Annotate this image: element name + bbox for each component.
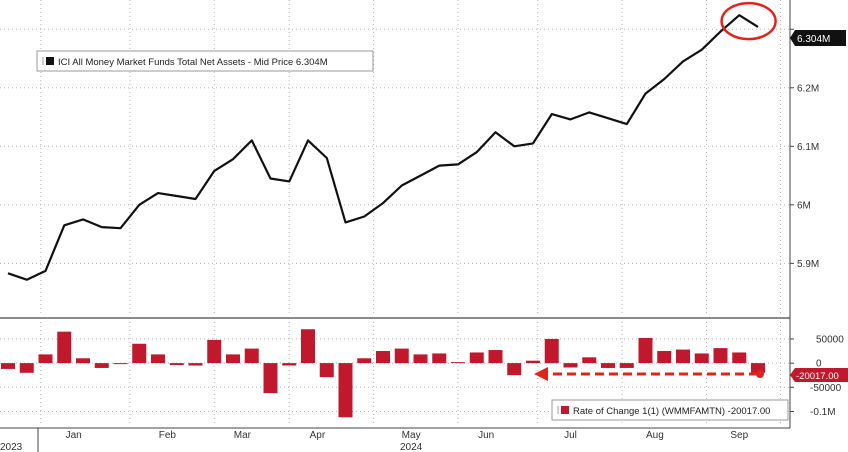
rate-bar: [507, 363, 522, 376]
rate-bar: [713, 348, 728, 364]
net-assets-line: [7, 14, 759, 281]
rate-bar: [19, 363, 34, 373]
last-value-badge-top-bg: [790, 30, 846, 46]
rate-bar: [338, 363, 353, 418]
rate-bar: [207, 339, 222, 364]
x-month-label: Aug: [646, 430, 664, 441]
rate-bar: [751, 363, 765, 373]
last-value-badge-top: 6.304M: [790, 30, 846, 46]
rate-bar: [1, 363, 15, 369]
rate-bar: [544, 338, 559, 364]
y-tick-label: 5.9M: [797, 259, 819, 270]
rate-bar: [601, 363, 615, 368]
rate-bar: [676, 349, 690, 364]
rate-bar: [657, 351, 672, 364]
y-tick-label: 6.1M: [797, 142, 819, 153]
bottom-legend-box: [551, 399, 789, 421]
bottom-legend: Rate of Change 1(1) (WMMFAMTN) -20017.00: [551, 399, 789, 421]
x-month-label: May: [402, 430, 421, 441]
rate-bar: [432, 353, 447, 364]
bottom-y-axis: 50000 0 -50000 -0.1M: [790, 334, 844, 418]
rate-bar: [694, 353, 709, 364]
rate-bar: [94, 363, 109, 368]
x-year-label: 2024: [400, 442, 423, 452]
x-axis: Jan Feb Mar Apr May Jun Jul Aug Sep 2023 2024: [0, 428, 749, 452]
rate-bar: [244, 348, 259, 364]
legend-swatch-line: [46, 57, 54, 65]
rate-bar: [732, 352, 747, 364]
rate-bar: [57, 331, 72, 364]
rate-bar: [357, 358, 372, 364]
rate-bar: [376, 351, 390, 364]
arrow-tail-dot: [756, 370, 764, 378]
x-month-label: Jan: [66, 430, 82, 441]
rate-bar: [413, 354, 428, 364]
rate-bar: [638, 337, 653, 364]
x-year-label: 2023: [0, 442, 23, 452]
highlight-circle: [720, 1, 777, 41]
dashed-arrow-annotation: [534, 367, 764, 381]
legend-handle: [42, 57, 44, 65]
rate-bar: [76, 358, 90, 364]
rate-bar: [582, 357, 597, 364]
top-legend: ICI All Money Market Funds Total Net Ass…: [36, 50, 374, 72]
rate-bar: [151, 354, 165, 364]
rate-bar: [188, 363, 203, 366]
rate-bar: [282, 363, 297, 366]
last-value-top-label: 6.304M: [797, 34, 830, 45]
rate-bar: [113, 363, 128, 365]
rate-bar: [619, 363, 634, 368]
rate-bar: [469, 352, 484, 364]
x-month-label: Apr: [310, 430, 326, 441]
rate-bar: [226, 354, 240, 364]
x-month-label: Jun: [478, 430, 494, 441]
last-value-badge-bottom-bg: [790, 368, 848, 382]
rate-bar: [169, 363, 184, 366]
y-tick-label: 6M: [797, 200, 811, 211]
x-month-label: Sep: [730, 430, 748, 441]
top-legend-box: [36, 50, 374, 72]
rate-bar: [38, 354, 53, 364]
rate-bar: [132, 343, 147, 364]
rate-bar: [263, 363, 278, 394]
y-tick-label: 0: [816, 359, 822, 370]
rate-bar: [301, 329, 315, 364]
legend-swatch-bar: [561, 406, 569, 414]
last-value-badge-bottom: -20017.00: [790, 368, 848, 382]
rate-bar: [319, 363, 334, 378]
y-tick-label: 50000: [816, 334, 844, 345]
legend-handle: [557, 406, 559, 414]
y-tick-label: 6.2M: [797, 83, 819, 94]
last-value-bottom-label: -20017.00: [796, 371, 839, 382]
rate-bar: [526, 360, 540, 364]
rate-bar: [563, 363, 578, 368]
top-y-axis: 5.9M 6M 6.1M 6.2M: [790, 28, 819, 270]
top-legend-label: ICI All Money Market Funds Total Net Ass…: [58, 57, 328, 68]
x-month-label: Jul: [564, 430, 577, 441]
y-tick-label: -50000: [810, 383, 842, 394]
rate-of-change-bars: [1, 329, 765, 418]
y-tick-label: -0.1M: [810, 407, 836, 418]
rate-bar: [394, 348, 409, 364]
rate-bar: [488, 350, 503, 364]
rate-bar: [451, 362, 465, 364]
arrow-head-left: [534, 367, 548, 381]
x-month-label: Feb: [159, 430, 177, 441]
bottom-legend-label: Rate of Change 1(1) (WMMFAMTN) -20017.00: [573, 406, 770, 417]
x-month-label: Mar: [234, 430, 252, 441]
